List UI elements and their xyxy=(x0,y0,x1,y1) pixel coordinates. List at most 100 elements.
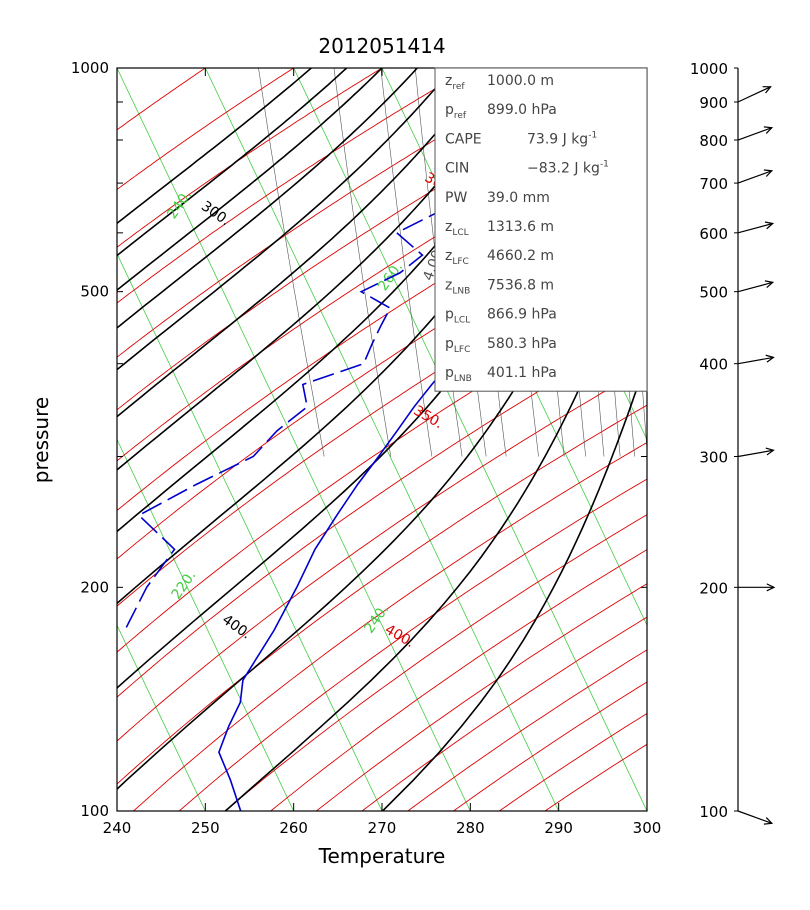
wind-barb xyxy=(737,449,774,458)
isotherm-label: 240. xyxy=(164,187,195,222)
isotherm-line xyxy=(117,810,118,811)
stats-superscript: -1 xyxy=(588,130,597,140)
wind-level-label: 600 xyxy=(699,225,728,243)
y-tick-label: 100 xyxy=(80,802,109,820)
stats-value: 7536.8 m xyxy=(487,277,554,293)
axes: 240 250 260 270 280 290 300 100 200 500 1000 xyxy=(71,59,662,837)
isotherm-line xyxy=(117,624,206,811)
dry-adiabat-line xyxy=(117,404,647,785)
wind-barb-head xyxy=(763,169,774,177)
dry-adiabat-line xyxy=(117,366,647,742)
stats-row: CAPE 73.9 J kg-1 xyxy=(445,130,597,147)
stats-value: 580.3 hPa xyxy=(487,336,557,352)
wind-level-label: 700 xyxy=(699,175,728,193)
x-axis-label: Temperature xyxy=(318,844,446,868)
moist-adiabat-line xyxy=(117,68,418,329)
stats-name: p xyxy=(445,336,454,352)
stats-superscript: -1 xyxy=(600,160,609,170)
moist-adiabat-line xyxy=(117,68,489,418)
stats-row: PW 39.0 mm xyxy=(445,190,550,206)
stats-subscript: LNB xyxy=(452,286,470,296)
dry-adiabat-line xyxy=(117,158,647,512)
wind-profile: 100 200 300 400 500 600 700 800 900 1000 xyxy=(690,60,776,825)
stats-name: p xyxy=(445,365,454,381)
background-lines xyxy=(117,68,671,811)
stats-row: pLCL 866.9 hPa xyxy=(445,307,557,326)
wind-barb-head xyxy=(765,447,775,456)
stats-subscript: ref xyxy=(452,82,465,92)
dry-adiabat-line xyxy=(133,442,647,811)
wind-barb-head xyxy=(764,280,775,289)
stats-name: p xyxy=(445,307,454,323)
stats-row: zLNB 7536.8 m xyxy=(445,277,554,296)
moist-adiabat-line xyxy=(117,68,454,371)
wind-barb xyxy=(737,86,771,103)
wind-level-label: 500 xyxy=(699,284,728,302)
stats-value: 39.0 mm xyxy=(487,190,550,206)
stats-subscript: LCL xyxy=(452,228,468,238)
dry-adiabat-line xyxy=(117,202,647,560)
moist-adiabat-line xyxy=(117,68,312,225)
isotherm-line xyxy=(117,438,295,811)
stats-name: z xyxy=(445,219,452,235)
stats-value: 899.0 hPa xyxy=(487,102,557,118)
wind-barb xyxy=(737,281,773,293)
wind-barb-head xyxy=(765,354,775,363)
isotherm-line xyxy=(117,68,471,811)
x-tick-label: 280 xyxy=(456,819,485,837)
stats-value: 1000.0 m xyxy=(487,73,554,89)
stats-name: z xyxy=(445,248,452,264)
stats-value: 4660.2 m xyxy=(487,248,554,264)
background-line-labels: 220.240.260.280.240.400.350.300.400.350.… xyxy=(0,170,615,651)
y-axis-label: pressure xyxy=(29,397,53,483)
stats-subscript: LFC xyxy=(452,257,468,267)
stats-value: 1313.6 m xyxy=(487,219,554,235)
wind-barb-head xyxy=(762,86,772,94)
wind-barb xyxy=(737,170,773,184)
moist-adiabat-line xyxy=(117,68,383,292)
stats-subscript: LFC xyxy=(454,345,470,355)
wind-level-label: 300 xyxy=(699,448,728,466)
wind-level-label: 200 xyxy=(699,579,728,597)
isotherm-line xyxy=(117,252,383,811)
stats-row: pref 899.0 hPa xyxy=(445,102,557,121)
dry-adiabat-line xyxy=(117,68,383,248)
stats-name: z xyxy=(445,277,452,293)
stats-value: 401.1 hPa xyxy=(487,365,557,381)
mixing-ratio-line xyxy=(258,68,325,457)
moist-adiabat-label: 350. xyxy=(0,577,28,608)
isotherm-line xyxy=(204,68,560,811)
wind-level-label: 800 xyxy=(699,132,728,150)
stats-subscript: LNB xyxy=(454,374,472,384)
wind-barb-head xyxy=(766,583,776,592)
wind-level-label: 1000 xyxy=(690,60,728,78)
wind-barb xyxy=(737,810,773,824)
dry-adiabat-line xyxy=(117,68,471,304)
mixing-ratio-line xyxy=(655,68,671,457)
stats-name: z xyxy=(445,73,452,89)
mixing-ratio-line xyxy=(380,68,433,457)
wind-barb-head xyxy=(763,817,774,825)
isotherm-line xyxy=(646,68,647,69)
dry-adiabat-line xyxy=(117,68,294,191)
stats-name: CIN xyxy=(445,161,469,177)
x-tick-label: 260 xyxy=(279,819,308,837)
stats-name: p xyxy=(445,102,454,118)
x-tick-label: 250 xyxy=(191,819,220,837)
dry-adiabat-line xyxy=(117,327,647,698)
wind-barb xyxy=(737,222,773,234)
y-tick-label: 500 xyxy=(80,283,109,301)
stats-value: 73.9 J kg xyxy=(527,131,588,147)
stats-name: PW xyxy=(445,190,467,206)
x-tick-label: 290 xyxy=(544,819,573,837)
stats-subscript: ref xyxy=(454,111,467,121)
moist-adiabat-line xyxy=(117,68,348,257)
moist-adiabat-line xyxy=(382,356,647,811)
wind-level-label: 400 xyxy=(699,356,728,374)
isotherm-label: 220. xyxy=(169,568,200,603)
dry-adiabat-line xyxy=(117,245,647,607)
stats-value: 866.9 hPa xyxy=(487,307,557,323)
stats-value: −83.2 J kg xyxy=(527,161,600,177)
stats-row: pLFC 580.3 hPa xyxy=(445,336,557,355)
